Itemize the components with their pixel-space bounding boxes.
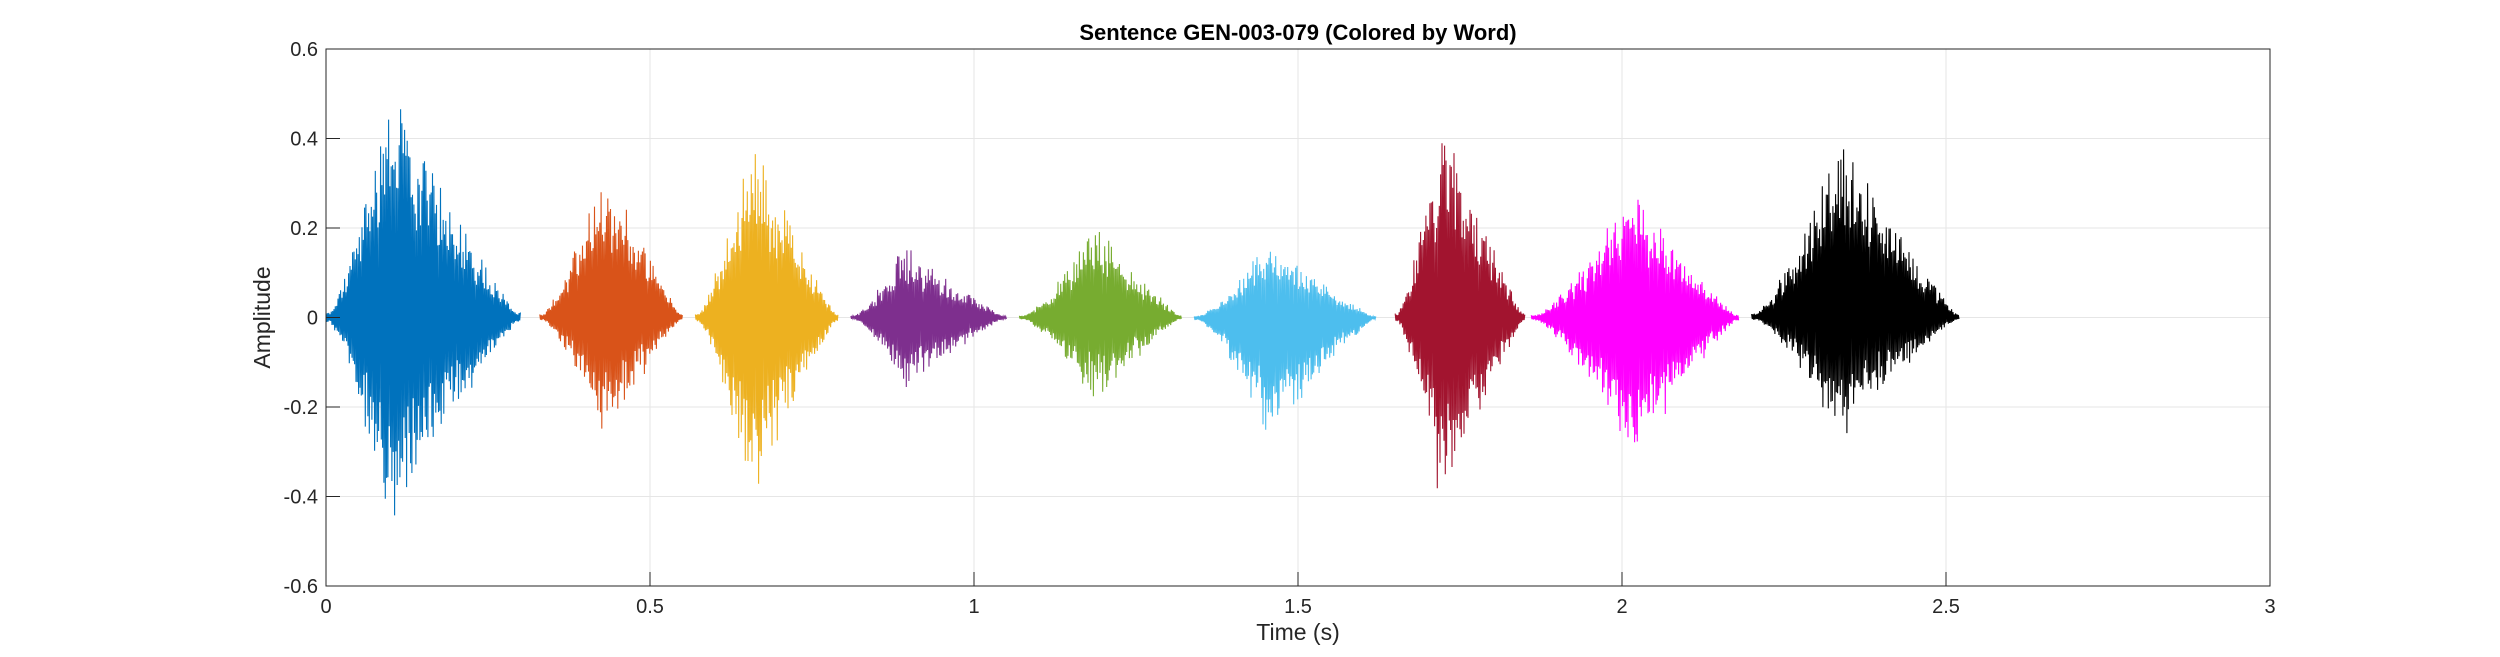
word-waveform-6 xyxy=(1193,251,1377,430)
x-tick-label: 0.5 xyxy=(636,596,664,618)
word-waveform-8 xyxy=(1530,199,1740,443)
x-tick-label: 3 xyxy=(2264,596,2275,618)
y-tick-label: -0.2 xyxy=(284,397,318,419)
x-axis-label: Time (s) xyxy=(1256,619,1339,645)
chart-title: Sentence GEN-003-079 (Colored by Word) xyxy=(1079,20,1516,45)
x-tick-label: 2.5 xyxy=(1932,596,1960,618)
y-tick-label: 0 xyxy=(307,308,318,330)
axis-ticks: 0 0.5 1 1.5 2 2.5 3 -0.6 -0.4 -0.2 0 0.2 0.4 0.6 xyxy=(284,39,2276,618)
x-tick-label: 1.5 xyxy=(1284,596,1312,618)
word-waveform-1 xyxy=(325,109,521,516)
y-axis-label: Amplitude xyxy=(249,266,275,368)
y-tick-label: 0.6 xyxy=(290,39,318,61)
x-tick-label: 0 xyxy=(320,596,331,618)
word-waveform-3 xyxy=(694,154,839,484)
y-tick-label: 0.2 xyxy=(290,218,318,240)
word-waveform-5 xyxy=(1018,231,1182,397)
y-tick-label: -0.6 xyxy=(284,576,318,598)
y-tick-label: 0.4 xyxy=(290,129,318,151)
word-waveform-2 xyxy=(539,192,683,429)
word-waveform-7 xyxy=(1394,143,1526,489)
word-waveform-4 xyxy=(850,250,1007,388)
waveform-series xyxy=(325,109,1960,516)
x-tick-label: 2 xyxy=(1616,596,1627,618)
y-tick-label: -0.4 xyxy=(284,487,318,509)
word-waveform-9 xyxy=(1751,149,1960,434)
x-tick-label: 1 xyxy=(968,596,979,618)
